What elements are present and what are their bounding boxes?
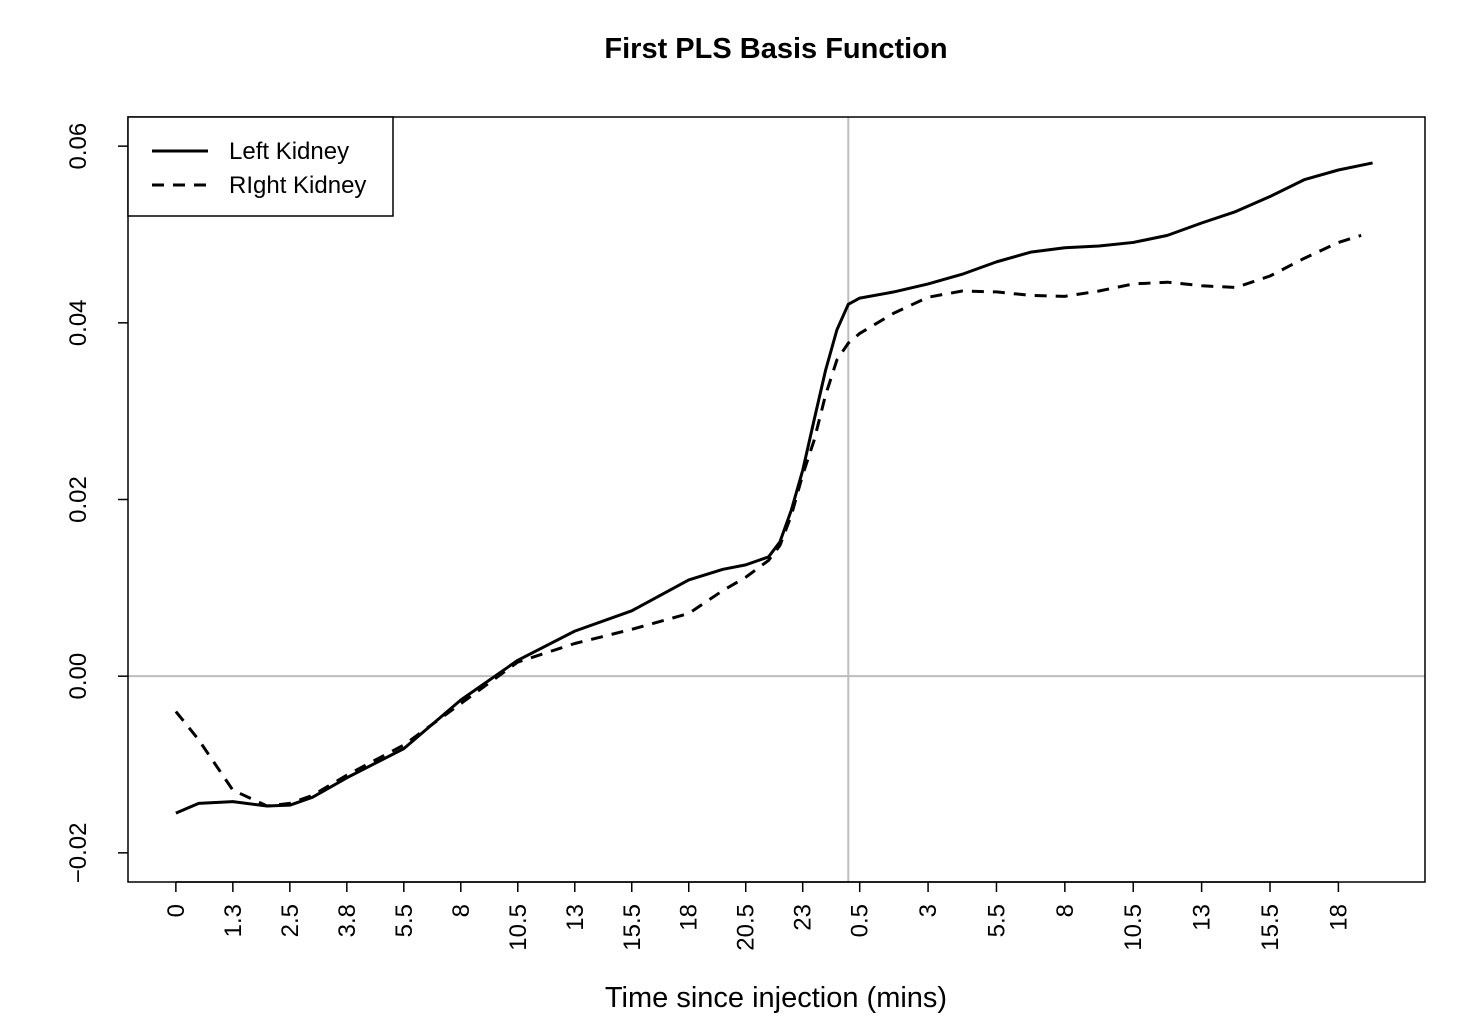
- plot-frame: [127, 116, 1426, 883]
- legend-label: Left Kidney: [229, 138, 349, 165]
- x-tick-label: 3.8: [334, 904, 361, 937]
- x-tick-label: 15.5: [619, 904, 646, 951]
- y-tick-label: 0.00: [65, 653, 92, 700]
- y-tick-label: 0.02: [65, 476, 92, 523]
- y-tick-label: 0.06: [65, 123, 92, 170]
- x-tick-label: 8: [1052, 904, 1079, 917]
- x-tick-label: 8: [448, 904, 475, 917]
- x-axis-label: Time since injection (mins): [605, 982, 947, 1014]
- x-tick-label: 18: [1325, 904, 1352, 931]
- line: [174, 233, 1362, 808]
- x-tick-label: 15.5: [1257, 904, 1284, 951]
- line: [175, 161, 1373, 815]
- x-tick-label: 0.5: [847, 904, 874, 937]
- legend-label: RIght Kidney: [229, 172, 366, 199]
- x-tick-label: 5.5: [983, 904, 1010, 937]
- legend-box: [127, 116, 394, 217]
- x-tick-label: 2.5: [277, 904, 304, 937]
- chart-title: First PLS Basis Function: [604, 33, 947, 65]
- x-tick-label: 13: [562, 904, 589, 931]
- y-tick-label: −0.02: [65, 822, 92, 883]
- x-tick-label: 1.3: [220, 904, 247, 937]
- x-tick-label: 18: [676, 904, 703, 931]
- y-tick-label: 0.04: [65, 299, 92, 346]
- x-tick-label: 5.5: [391, 904, 418, 937]
- x-tick-label: 20.5: [733, 904, 760, 951]
- x-tick-label: 10.5: [505, 904, 532, 951]
- x-tick-label: 3: [915, 904, 942, 917]
- x-tick-label: 23: [790, 904, 817, 931]
- x-tick-label: 13: [1189, 904, 1216, 931]
- x-tick-label: 0: [163, 904, 190, 917]
- x-tick-label: 10.5: [1120, 904, 1147, 951]
